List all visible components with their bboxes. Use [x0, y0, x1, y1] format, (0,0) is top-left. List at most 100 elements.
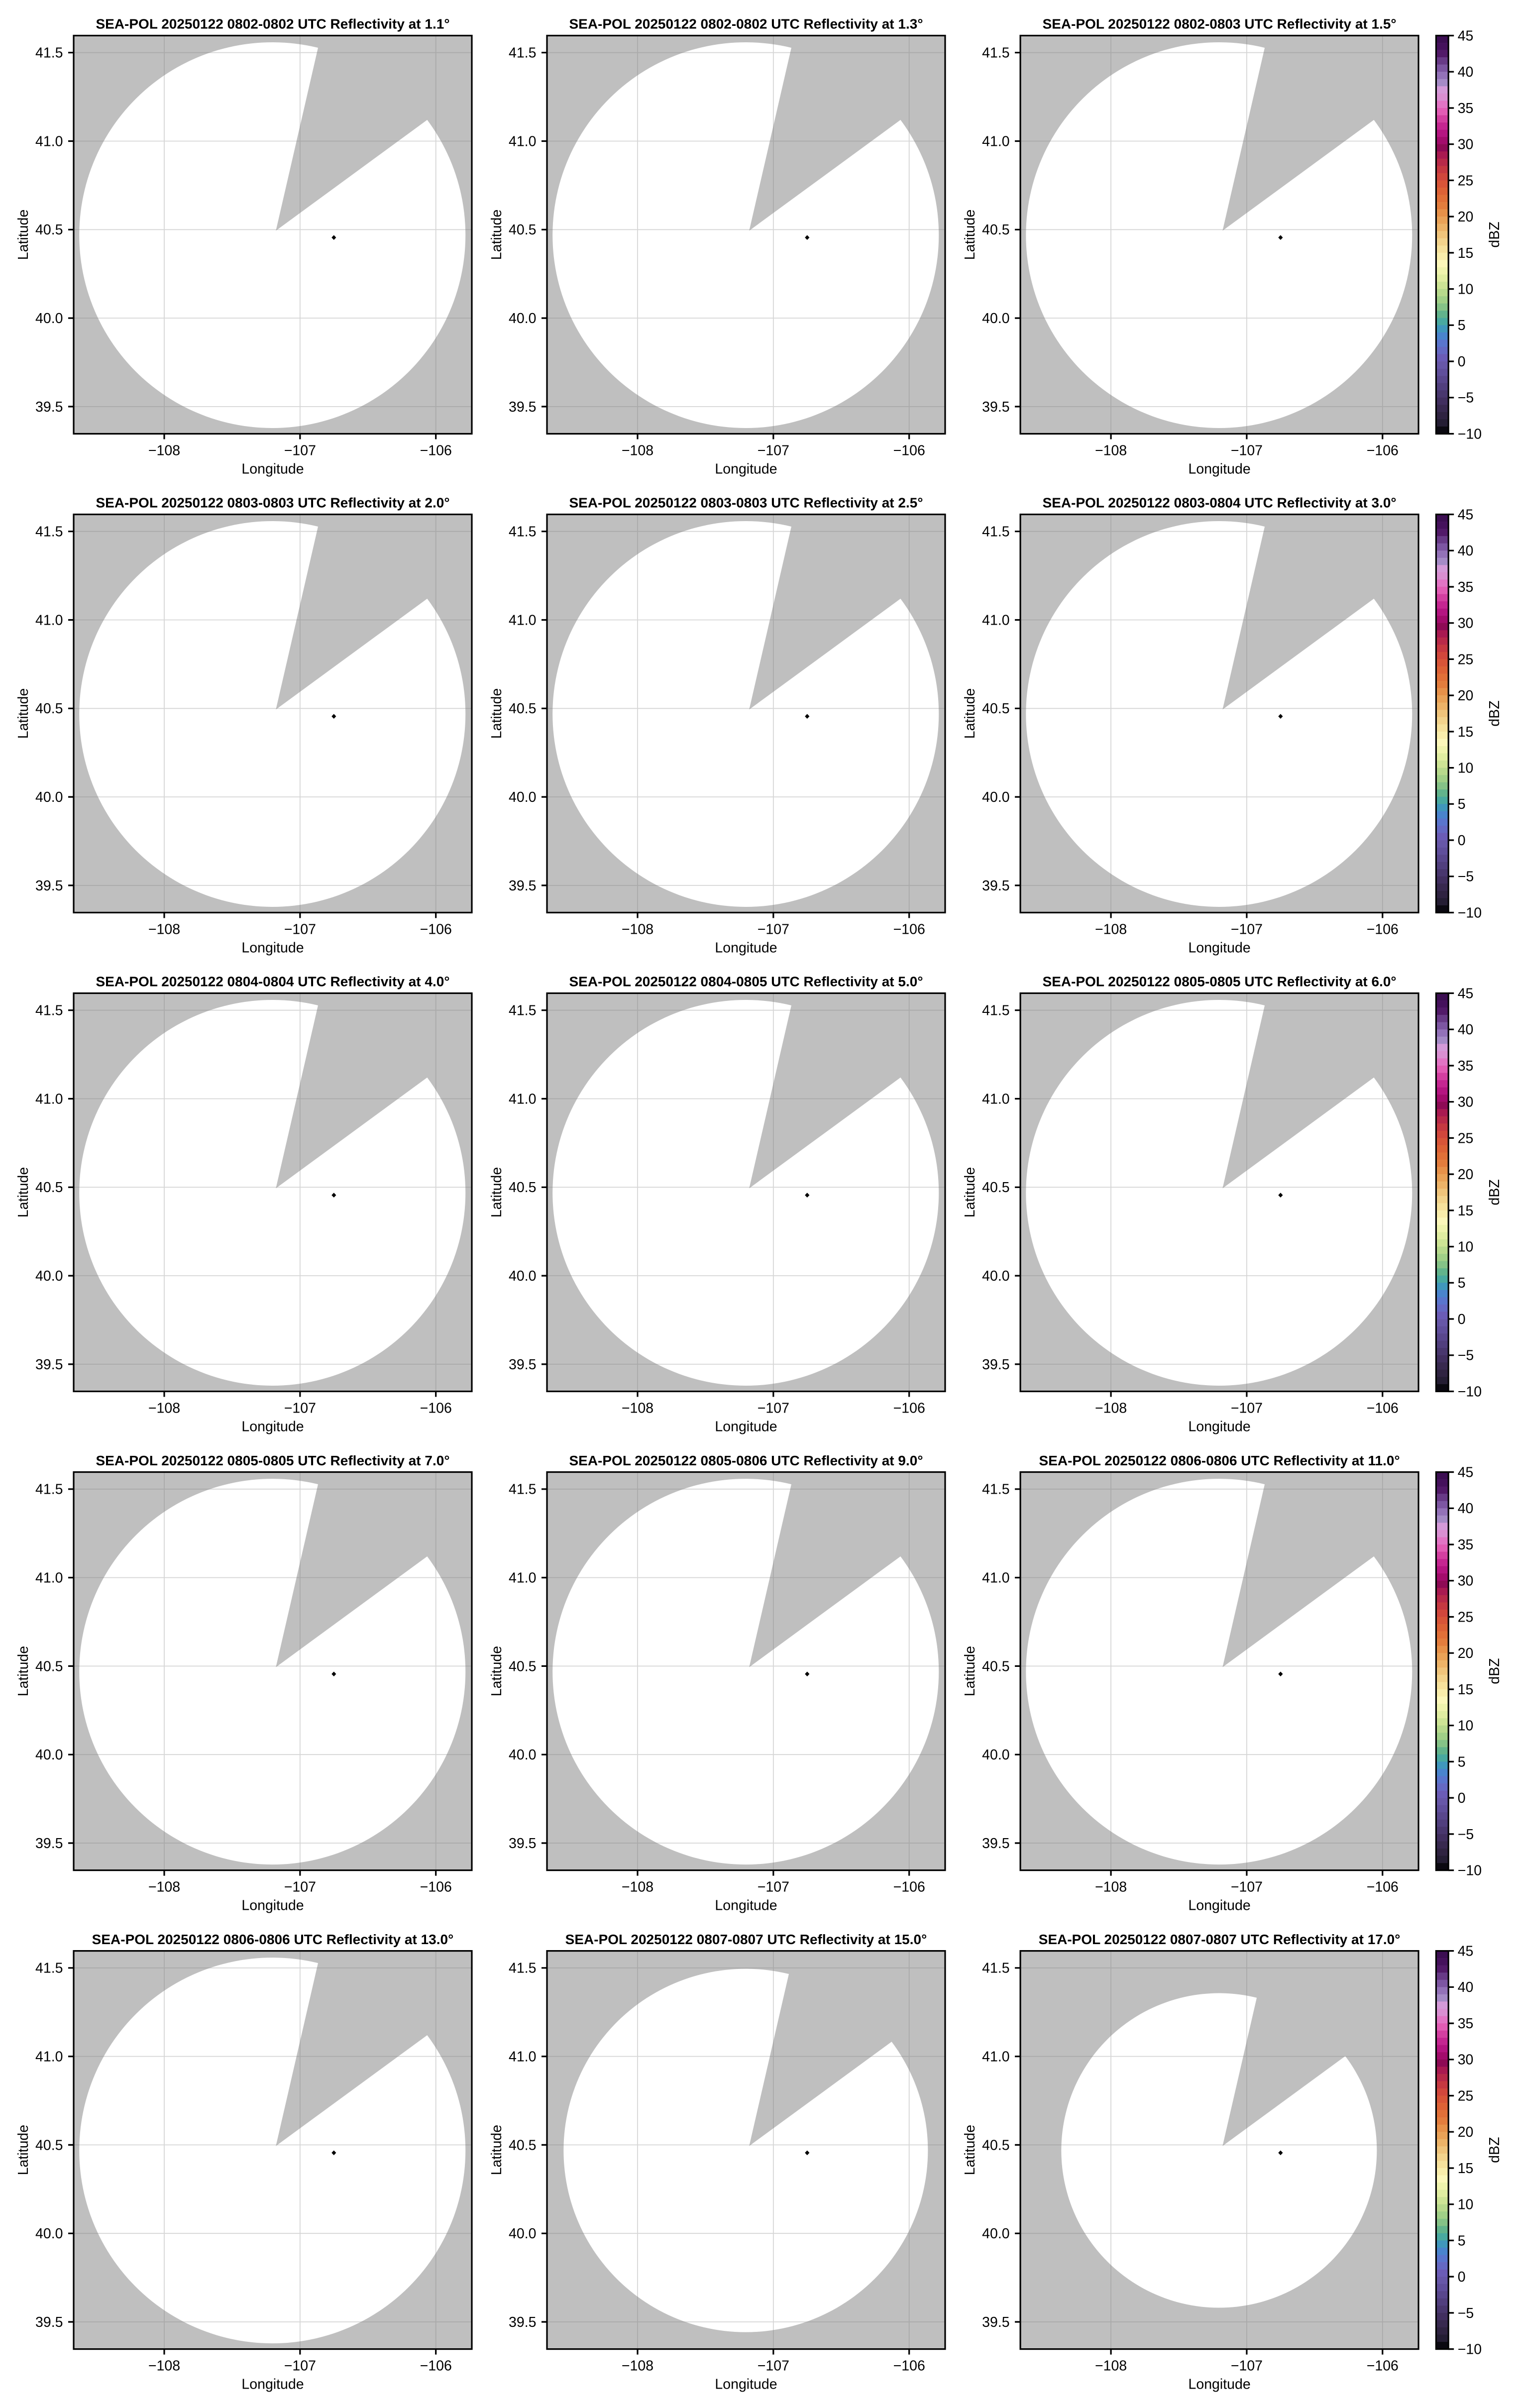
- svg-text:−107: −107: [1231, 2358, 1263, 2374]
- svg-text:Latitude: Latitude: [489, 688, 505, 739]
- svg-text:40.5: 40.5: [982, 1180, 1009, 1196]
- svg-text:40.5: 40.5: [509, 1658, 536, 1674]
- svg-text:40.5: 40.5: [982, 1658, 1009, 1674]
- svg-text:−108: −108: [1095, 922, 1127, 938]
- svg-text:39.5: 39.5: [982, 1357, 1009, 1373]
- svg-text:40.5: 40.5: [982, 2137, 1009, 2153]
- svg-text:Latitude: Latitude: [962, 1646, 978, 1696]
- svg-text:20: 20: [1458, 688, 1474, 704]
- svg-text:−107: −107: [284, 922, 316, 938]
- svg-text:−108: −108: [622, 2358, 653, 2374]
- svg-text:40: 40: [1458, 64, 1474, 80]
- svg-text:45: 45: [1458, 507, 1474, 523]
- svg-text:−10: −10: [1458, 905, 1482, 921]
- svg-text:30: 30: [1458, 137, 1474, 153]
- svg-text:30: 30: [1458, 2052, 1474, 2068]
- svg-text:Longitude: Longitude: [715, 940, 777, 956]
- svg-text:Longitude: Longitude: [241, 1419, 304, 1435]
- svg-text:40.5: 40.5: [509, 2137, 536, 2153]
- svg-text:40.0: 40.0: [982, 1747, 1009, 1763]
- svg-text:0: 0: [1458, 2269, 1466, 2285]
- svg-text:Latitude: Latitude: [489, 1167, 505, 1217]
- svg-text:41.0: 41.0: [982, 1091, 1009, 1107]
- svg-text:−108: −108: [622, 1401, 653, 1417]
- svg-text:10: 10: [1458, 1239, 1474, 1255]
- svg-text:45: 45: [1458, 985, 1474, 1001]
- svg-text:35: 35: [1458, 101, 1474, 116]
- svg-text:Latitude: Latitude: [962, 210, 978, 260]
- svg-text:−106: −106: [420, 443, 452, 459]
- svg-text:SEA-POL 20250122 0807-0807 UTC: SEA-POL 20250122 0807-0807 UTC Reflectiv…: [1039, 1932, 1401, 1947]
- svg-text:40.0: 40.0: [982, 789, 1009, 805]
- svg-text:−108: −108: [1095, 2358, 1127, 2374]
- svg-text:41.0: 41.0: [509, 133, 536, 149]
- svg-text:−107: −107: [1231, 922, 1263, 938]
- svg-text:39.5: 39.5: [35, 2314, 63, 2330]
- svg-text:15: 15: [1458, 1203, 1474, 1219]
- svg-text:−108: −108: [148, 2358, 180, 2374]
- svg-text:Longitude: Longitude: [1188, 2377, 1250, 2393]
- svg-text:dBZ: dBZ: [1487, 700, 1503, 726]
- svg-text:10: 10: [1458, 2197, 1474, 2213]
- svg-text:39.5: 39.5: [35, 1357, 63, 1373]
- svg-text:−106: −106: [893, 1401, 925, 1417]
- svg-text:40.5: 40.5: [35, 1658, 63, 1674]
- svg-text:41.0: 41.0: [509, 612, 536, 628]
- svg-text:−107: −107: [758, 1879, 789, 1895]
- svg-text:−107: −107: [284, 2358, 316, 2374]
- svg-text:39.5: 39.5: [509, 399, 536, 415]
- svg-text:Latitude: Latitude: [15, 2125, 31, 2175]
- svg-text:45: 45: [1458, 1944, 1474, 1960]
- svg-text:−106: −106: [1367, 1879, 1399, 1895]
- svg-text:41.5: 41.5: [982, 45, 1009, 61]
- svg-text:41.5: 41.5: [982, 524, 1009, 540]
- svg-text:20: 20: [1458, 1645, 1474, 1661]
- svg-text:40.0: 40.0: [35, 2226, 63, 2242]
- svg-text:20: 20: [1458, 2124, 1474, 2140]
- svg-text:39.5: 39.5: [35, 1836, 63, 1852]
- svg-text:−108: −108: [1095, 1879, 1127, 1895]
- svg-text:41.0: 41.0: [35, 612, 63, 628]
- svg-text:Longitude: Longitude: [715, 461, 777, 477]
- svg-text:5: 5: [1458, 796, 1466, 812]
- svg-text:41.5: 41.5: [982, 1482, 1009, 1498]
- svg-text:−107: −107: [284, 443, 316, 459]
- svg-text:−106: −106: [893, 443, 925, 459]
- svg-text:−5: −5: [1458, 1348, 1474, 1364]
- svg-text:−106: −106: [1367, 2358, 1399, 2374]
- svg-text:Longitude: Longitude: [1188, 1898, 1250, 1914]
- svg-text:41.0: 41.0: [509, 1570, 536, 1586]
- svg-text:41.5: 41.5: [982, 1003, 1009, 1019]
- svg-text:−10: −10: [1458, 2342, 1482, 2358]
- svg-text:41.5: 41.5: [509, 524, 536, 540]
- svg-text:SEA-POL 20250122 0803-0804 UTC: SEA-POL 20250122 0803-0804 UTC Reflectiv…: [1043, 495, 1397, 511]
- svg-text:40.0: 40.0: [509, 1747, 536, 1763]
- svg-text:39.5: 39.5: [509, 2314, 536, 2330]
- svg-text:−107: −107: [284, 1879, 316, 1895]
- svg-text:dBZ: dBZ: [1487, 1179, 1503, 1205]
- svg-text:40.0: 40.0: [35, 311, 63, 327]
- svg-text:40.0: 40.0: [509, 2226, 536, 2242]
- svg-text:39.5: 39.5: [982, 878, 1009, 894]
- svg-text:41.5: 41.5: [35, 1961, 63, 1976]
- svg-text:−107: −107: [1231, 443, 1263, 459]
- svg-text:40.0: 40.0: [509, 789, 536, 805]
- svg-text:40.5: 40.5: [35, 222, 63, 238]
- svg-text:41.5: 41.5: [35, 1003, 63, 1019]
- svg-text:40.0: 40.0: [35, 1268, 63, 1284]
- svg-text:41.0: 41.0: [35, 133, 63, 149]
- svg-text:SEA-POL 20250122 0806-0806 UTC: SEA-POL 20250122 0806-0806 UTC Reflectiv…: [92, 1932, 454, 1947]
- svg-text:39.5: 39.5: [982, 399, 1009, 415]
- svg-text:15: 15: [1458, 245, 1474, 261]
- svg-text:40.0: 40.0: [982, 311, 1009, 327]
- svg-text:Latitude: Latitude: [15, 210, 31, 260]
- svg-text:Latitude: Latitude: [962, 688, 978, 739]
- svg-text:SEA-POL 20250122 0802-0802 UTC: SEA-POL 20250122 0802-0802 UTC Reflectiv…: [569, 16, 923, 32]
- svg-text:−107: −107: [758, 443, 789, 459]
- svg-text:35: 35: [1458, 1058, 1474, 1074]
- svg-text:−107: −107: [284, 1401, 316, 1417]
- svg-text:−107: −107: [758, 2358, 789, 2374]
- svg-text:40: 40: [1458, 1022, 1474, 1038]
- svg-text:41.5: 41.5: [509, 1003, 536, 1019]
- svg-text:30: 30: [1458, 1573, 1474, 1589]
